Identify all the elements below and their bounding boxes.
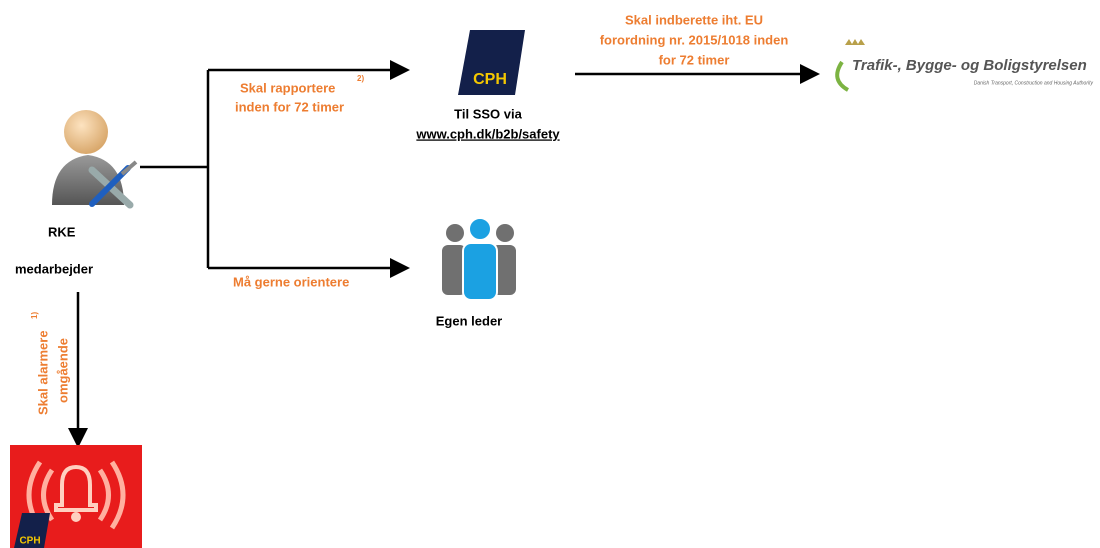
- diagram: RKE medarbejder Skal rapportere 2) inden…: [0, 0, 1100, 548]
- sso-link[interactable]: www.cph.dk/b2b/safety: [415, 126, 560, 141]
- reporter-icon: [52, 110, 136, 205]
- logo-text: CPH: [473, 71, 507, 88]
- edge-label: inden for 72 timer: [235, 99, 344, 114]
- edge-label: omgående: [55, 338, 70, 403]
- authority-subtitle: Danish Transport, Construction and Housi…: [974, 80, 1094, 86]
- sso-label: Til SSO via: [454, 106, 522, 121]
- leader-icon: [442, 218, 516, 300]
- authority-name: Trafik-, Bygge- og Boligstyrelsen: [852, 57, 1087, 74]
- edge-label: Må gerne orientere: [233, 274, 349, 289]
- alarm-edge-label: Skal alarmere 1) omgående: [30, 312, 70, 415]
- edge-label: Skal alarmere: [35, 330, 50, 415]
- reporter-label: RKE: [48, 224, 76, 239]
- trunk-line: [140, 70, 208, 268]
- edge-label: Skal indberette iht. EU: [625, 12, 763, 27]
- edge-label: Skal rapportere: [240, 80, 335, 95]
- edge-label: forordning nr. 2015/1018 inden: [600, 32, 789, 47]
- alarm-icon: CPH: [10, 445, 142, 548]
- cph-logo: CPH: [458, 30, 525, 95]
- logo-text: CPH: [19, 536, 40, 547]
- edge-note: 1): [30, 312, 39, 319]
- edge-label: for 72 timer: [659, 52, 730, 67]
- edge-note: 2): [357, 74, 364, 83]
- reporter-sublabel: medarbejder: [15, 261, 93, 276]
- leader-label: Egen leder: [436, 313, 502, 328]
